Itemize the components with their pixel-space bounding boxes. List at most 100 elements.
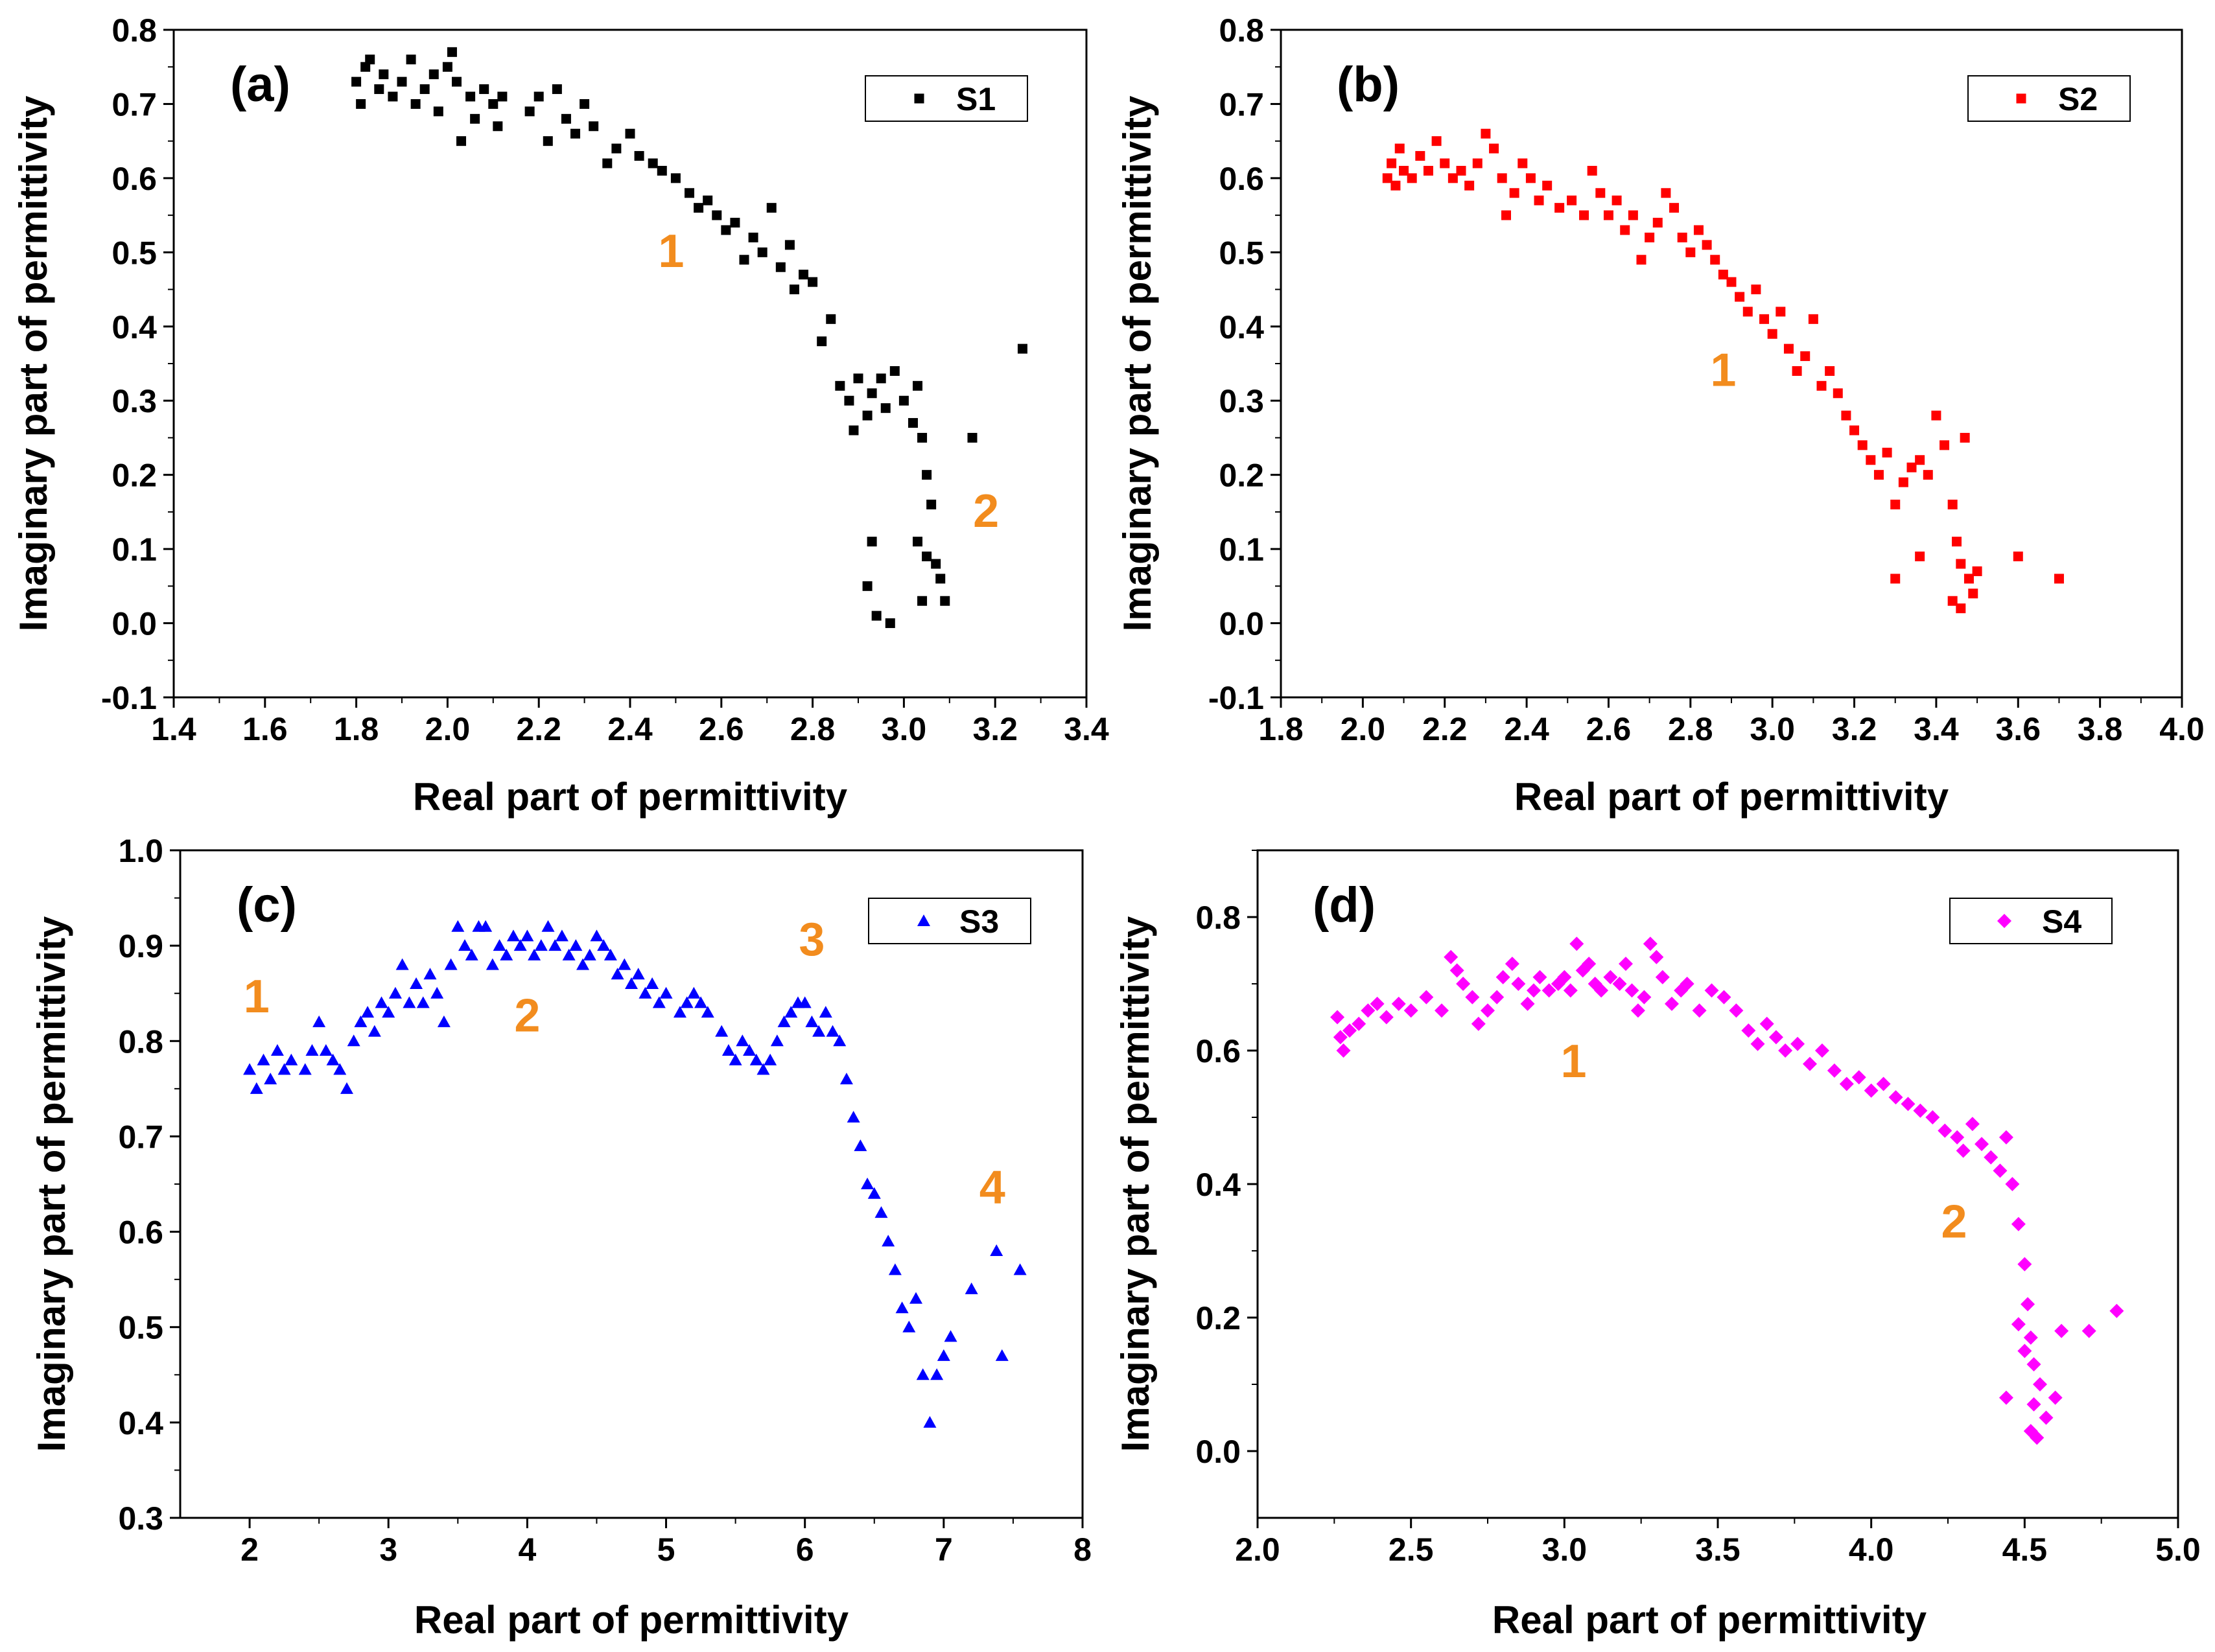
data-point: [1403, 1003, 1418, 1018]
data-point: [444, 958, 458, 970]
data-point: [611, 968, 624, 980]
data-point: [1511, 977, 1526, 991]
data-point: [521, 929, 534, 942]
data-point: [428, 69, 439, 80]
data-point: [2030, 1430, 2045, 1445]
data-point: [1816, 380, 1827, 391]
data-point: [1759, 1016, 1774, 1031]
data-point: [1415, 151, 1425, 161]
data-point: [1636, 255, 1647, 265]
data-point: [1915, 455, 1925, 465]
data-point: [1692, 1003, 1707, 1018]
x-tick-label: 2.4: [1504, 711, 1549, 747]
x-axis-title: Real part of permittivity: [414, 1598, 849, 1642]
x-axis-title: Real part of permittivity: [1492, 1598, 1927, 1642]
data-point: [743, 1044, 756, 1056]
data-point: [826, 314, 836, 324]
data-point: [410, 977, 423, 989]
x-tick-label: 3.0: [882, 711, 927, 747]
data-point: [379, 69, 389, 80]
data-point: [312, 1015, 326, 1027]
data-point: [1965, 1117, 1980, 1132]
data-point: [1336, 1043, 1351, 1058]
x-tick-label: 3.0: [1542, 1531, 1588, 1568]
data-point: [497, 91, 508, 102]
x-tick-label: 2.0: [1235, 1531, 1280, 1568]
data-point: [506, 929, 520, 942]
data-point: [493, 939, 506, 951]
data-point: [1800, 351, 1811, 362]
data-point: [2005, 1177, 2020, 1191]
data-point: [805, 1015, 819, 1027]
data-point: [1527, 983, 1541, 998]
x-tick-label: 3.6: [1996, 711, 2041, 747]
data-point: [1444, 949, 1459, 964]
y-tick-label: 0.4: [118, 1405, 163, 1441]
data-point: [1792, 366, 1802, 376]
data-point: [580, 99, 590, 109]
data-point: [1394, 143, 1405, 154]
x-tick-label: 6: [796, 1531, 814, 1568]
data-point: [433, 106, 443, 117]
data-point: [1702, 240, 1712, 250]
data-point: [2011, 1317, 2026, 1332]
legend-label: S1: [956, 81, 996, 117]
data-point: [1750, 1036, 1765, 1051]
x-tick-label: 1.6: [242, 711, 288, 747]
data-point: [2023, 1330, 2038, 1345]
legend-label: S3: [959, 903, 999, 940]
data-point: [1361, 1003, 1376, 1018]
x-tick-label: 5: [657, 1531, 675, 1568]
x-tick-label: 2.4: [607, 711, 653, 747]
y-tick-label: 0.5: [118, 1310, 163, 1346]
y-tick-label: 0.8: [1195, 900, 1241, 936]
data-point: [1497, 173, 1507, 183]
data-point: [2026, 1357, 2041, 1372]
data-point: [447, 47, 457, 57]
data-point: [1888, 1090, 1903, 1105]
data-point: [1532, 970, 1547, 984]
data-point: [990, 1244, 1003, 1256]
data-point: [931, 559, 941, 569]
data-point: [839, 1073, 853, 1085]
region-annotation: 3: [799, 914, 825, 966]
data-point: [1645, 232, 1655, 242]
data-point: [1579, 210, 1589, 220]
y-tick-label: 0.4: [1219, 309, 1264, 345]
x-tick-label: 3.4: [1914, 711, 1959, 747]
data-point: [1447, 173, 1458, 183]
data-point: [583, 948, 596, 960]
data-point: [909, 1292, 923, 1304]
data-point: [670, 173, 681, 183]
x-tick-label: 3: [379, 1531, 397, 1568]
data-point: [847, 1111, 860, 1123]
data-point: [1569, 937, 1584, 951]
x-tick-label: 3.0: [1750, 711, 1795, 747]
data-point: [1464, 180, 1475, 191]
data-point: [1495, 970, 1510, 984]
data-point: [250, 1082, 263, 1094]
y-tick-label: -0.1: [1208, 680, 1264, 716]
data-point: [1370, 996, 1385, 1011]
data-point: [451, 920, 465, 932]
data-point: [569, 939, 583, 951]
data-point: [798, 996, 812, 1008]
data-point: [1471, 1016, 1486, 1031]
data-point: [382, 1006, 395, 1018]
data-point: [721, 225, 731, 235]
panel-c: (c) Real part of permittivity Imaginary …: [30, 833, 1092, 1642]
data-point: [257, 1053, 270, 1065]
data-point: [562, 948, 576, 960]
data-point: [270, 1044, 284, 1056]
data-point: [1940, 440, 1950, 450]
x-tick-label: 2.8: [1668, 711, 1713, 747]
x-tick-label: 7: [935, 1531, 953, 1568]
data-point: [757, 247, 768, 257]
data-point: [1841, 410, 1851, 421]
data-point: [812, 1025, 826, 1037]
y-tick-label: 0.0: [1195, 1434, 1241, 1470]
data-point: [694, 996, 708, 1008]
data-point: [784, 1006, 798, 1018]
data-point: [611, 143, 622, 154]
